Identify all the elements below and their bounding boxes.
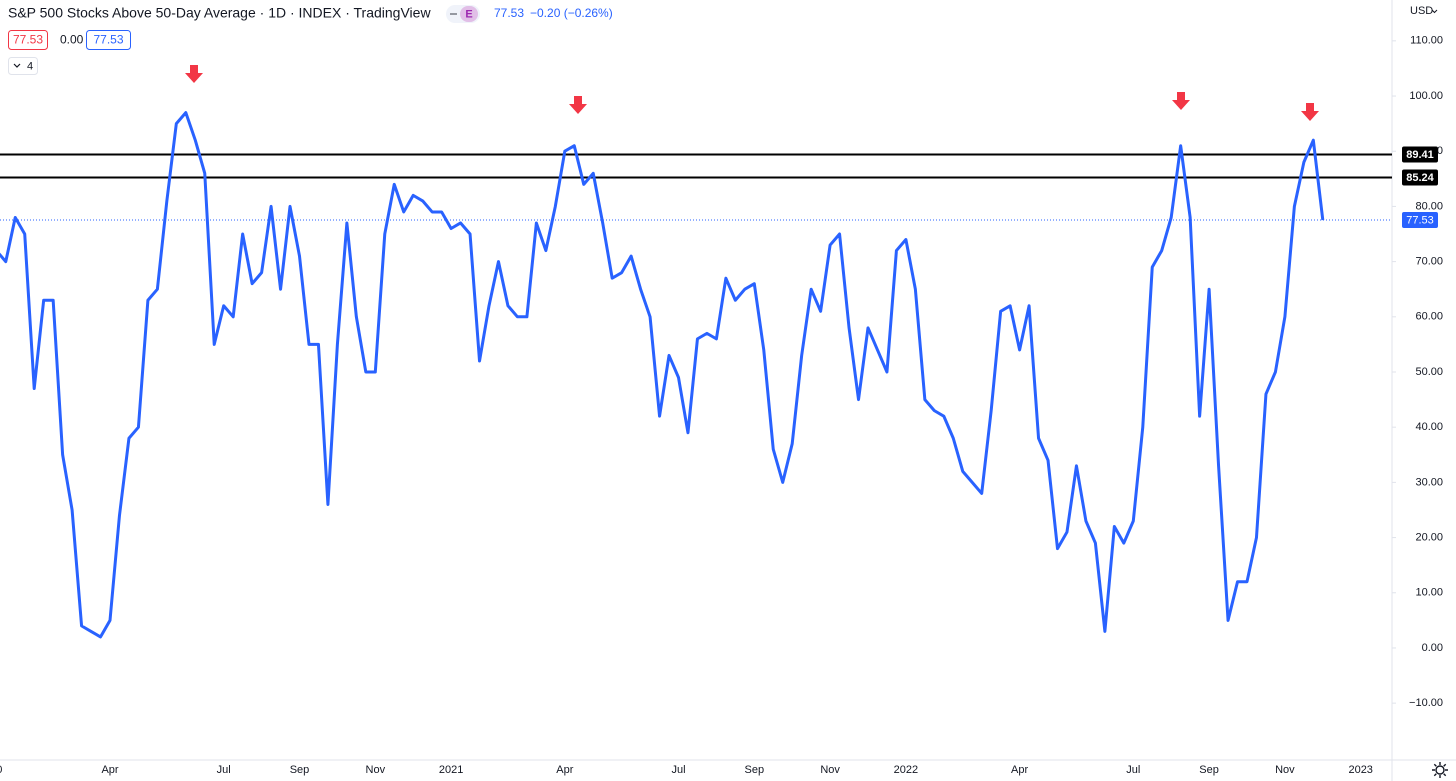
indicators-toggle[interactable] xyxy=(8,57,38,75)
x-tick-label: Nov xyxy=(366,764,386,776)
x-tick-label: Jul xyxy=(671,764,685,776)
chart-title: S&P 500 Stocks Above 50-Day Average · 1D… xyxy=(8,5,431,21)
ask-box[interactable] xyxy=(86,30,131,50)
x-tick-label: Apr xyxy=(556,764,573,776)
y-tick-label: −10.00 xyxy=(1409,697,1443,709)
x-tick-label: Nov xyxy=(820,764,840,776)
last-value-label: 77.53 xyxy=(1406,214,1434,226)
last-value-bg xyxy=(1402,212,1438,229)
y-tick-label: 40.00 xyxy=(1415,421,1443,433)
y-tick-label: 10.00 xyxy=(1415,587,1443,599)
y-tick-label: 100.00 xyxy=(1409,90,1443,102)
data-line xyxy=(0,111,1325,639)
bid: 77.53 xyxy=(13,33,43,47)
level-label: 89.41 xyxy=(1406,149,1434,161)
y-tick-label: 30.00 xyxy=(1415,476,1443,488)
y-tick-label: 20.00 xyxy=(1415,531,1443,543)
level-label-bg xyxy=(1402,169,1438,186)
indicators-count: 4 xyxy=(27,60,33,72)
x-tick-label: Apr xyxy=(1011,764,1028,776)
x-tick-label: Nov xyxy=(1275,764,1295,776)
bid-box[interactable] xyxy=(8,30,48,50)
y-tick-label: 50.00 xyxy=(1415,366,1443,378)
x-tick-label: 2021 xyxy=(439,764,463,776)
y-tick-label: 60.00 xyxy=(1415,311,1443,323)
badge-e-bg xyxy=(460,6,478,22)
badge-e: E xyxy=(465,8,472,20)
arrow xyxy=(185,65,203,83)
x-tick-label: Jul xyxy=(1126,764,1140,776)
plot-area xyxy=(0,111,1392,639)
arrow xyxy=(1301,103,1319,121)
level-label: 85.24 xyxy=(1406,172,1434,184)
x-tick-label: 20 xyxy=(0,764,2,776)
y-tick-label: 70.00 xyxy=(1415,256,1443,268)
currency-chevron xyxy=(1431,9,1438,14)
y-tick-label: 80.00 xyxy=(1415,200,1443,212)
arrow xyxy=(1172,92,1190,110)
spread: 0.00 xyxy=(60,33,84,47)
chevron xyxy=(13,63,21,68)
header-price: 77.53 xyxy=(494,6,524,20)
x-tick-label: Sep xyxy=(745,764,765,776)
header-change: −0.20 (−0.26%) xyxy=(530,6,613,20)
x-tick-label: Apr xyxy=(101,764,118,776)
level-label-bg xyxy=(1402,146,1438,163)
x-tick-label: 2022 xyxy=(894,764,918,776)
y-tick-label: 0.00 xyxy=(1422,642,1443,654)
x-tick-label: Sep xyxy=(290,764,310,776)
y-tick-label: 110.00 xyxy=(1410,35,1443,47)
settings-icon[interactable] xyxy=(1432,762,1448,778)
arrow xyxy=(569,96,587,114)
x-tick-label: Sep xyxy=(1199,764,1219,776)
currency[interactable]: USD xyxy=(1410,5,1433,17)
x-tick-label: Jul xyxy=(217,764,231,776)
ask: 77.53 xyxy=(93,33,123,47)
x-tick-label: 2023 xyxy=(1348,764,1372,776)
